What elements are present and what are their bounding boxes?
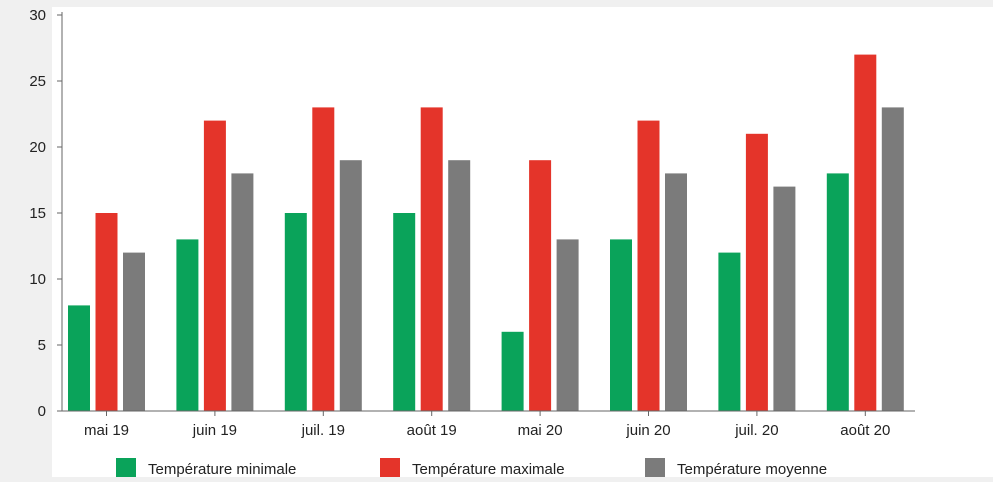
x-tick-label: août 19 bbox=[407, 422, 457, 439]
bar-3-4 bbox=[448, 160, 471, 411]
legend-swatch-2 bbox=[380, 458, 400, 477]
bar-2-3 bbox=[312, 107, 335, 412]
x-tick-label: juil. 19 bbox=[301, 422, 345, 439]
bar-2-2 bbox=[203, 120, 226, 411]
bar-2-6 bbox=[637, 120, 660, 411]
bar-3-1 bbox=[123, 252, 145, 411]
legend-label-1: Température minimale bbox=[148, 461, 296, 477]
x-tick-label: juin 19 bbox=[192, 422, 237, 439]
bar-3-3 bbox=[339, 160, 362, 411]
bar-1-4 bbox=[393, 213, 416, 411]
bar-1-5 bbox=[501, 331, 524, 411]
y-tick-label: 20 bbox=[29, 139, 46, 156]
bar-1-2 bbox=[176, 239, 199, 411]
bar-3-5 bbox=[556, 239, 579, 411]
y-tick-label: 5 bbox=[38, 337, 46, 354]
y-tick-label: 10 bbox=[29, 271, 46, 288]
legend-label-3: Température moyenne bbox=[677, 461, 827, 477]
bar-3-7 bbox=[773, 186, 796, 411]
bar-3-6 bbox=[665, 173, 687, 411]
x-tick-label: mai 19 bbox=[84, 422, 129, 439]
y-tick-label: 25 bbox=[29, 73, 46, 90]
x-tick-label: juil. 20 bbox=[734, 422, 778, 439]
y-tick-label: 30 bbox=[29, 7, 46, 24]
bar-1-8 bbox=[826, 173, 849, 411]
legend-swatch-1 bbox=[116, 458, 136, 477]
bar-2-8 bbox=[854, 54, 877, 411]
legend-swatch-3 bbox=[645, 458, 665, 477]
bars-layer bbox=[68, 54, 904, 412]
bar-1-6 bbox=[610, 239, 632, 411]
bar-3-2 bbox=[231, 173, 254, 411]
bar-3-8 bbox=[881, 107, 904, 412]
bar-2-5 bbox=[529, 160, 552, 411]
y-tick-label: 0 bbox=[38, 403, 46, 420]
x-tick-label: juin 20 bbox=[625, 422, 670, 439]
bar-2-4 bbox=[420, 107, 443, 412]
legend: Température minimale Température maximale… bbox=[116, 458, 827, 478]
bar-2-7 bbox=[745, 133, 768, 412]
y-tick-label: 15 bbox=[29, 205, 46, 222]
axes: 0 5 10 15 20 25 30 mai 19 juin 19 juil. 19 août 19… bbox=[29, 7, 915, 439]
bar-1-1 bbox=[68, 305, 90, 411]
bar-1-3 bbox=[284, 213, 307, 411]
legend-label-2: Température maximale bbox=[412, 461, 565, 477]
x-tick-label: août 20 bbox=[840, 422, 890, 439]
x-tick-label: mai 20 bbox=[518, 422, 563, 439]
bar-2-1 bbox=[95, 213, 118, 411]
bar-1-7 bbox=[718, 252, 741, 411]
